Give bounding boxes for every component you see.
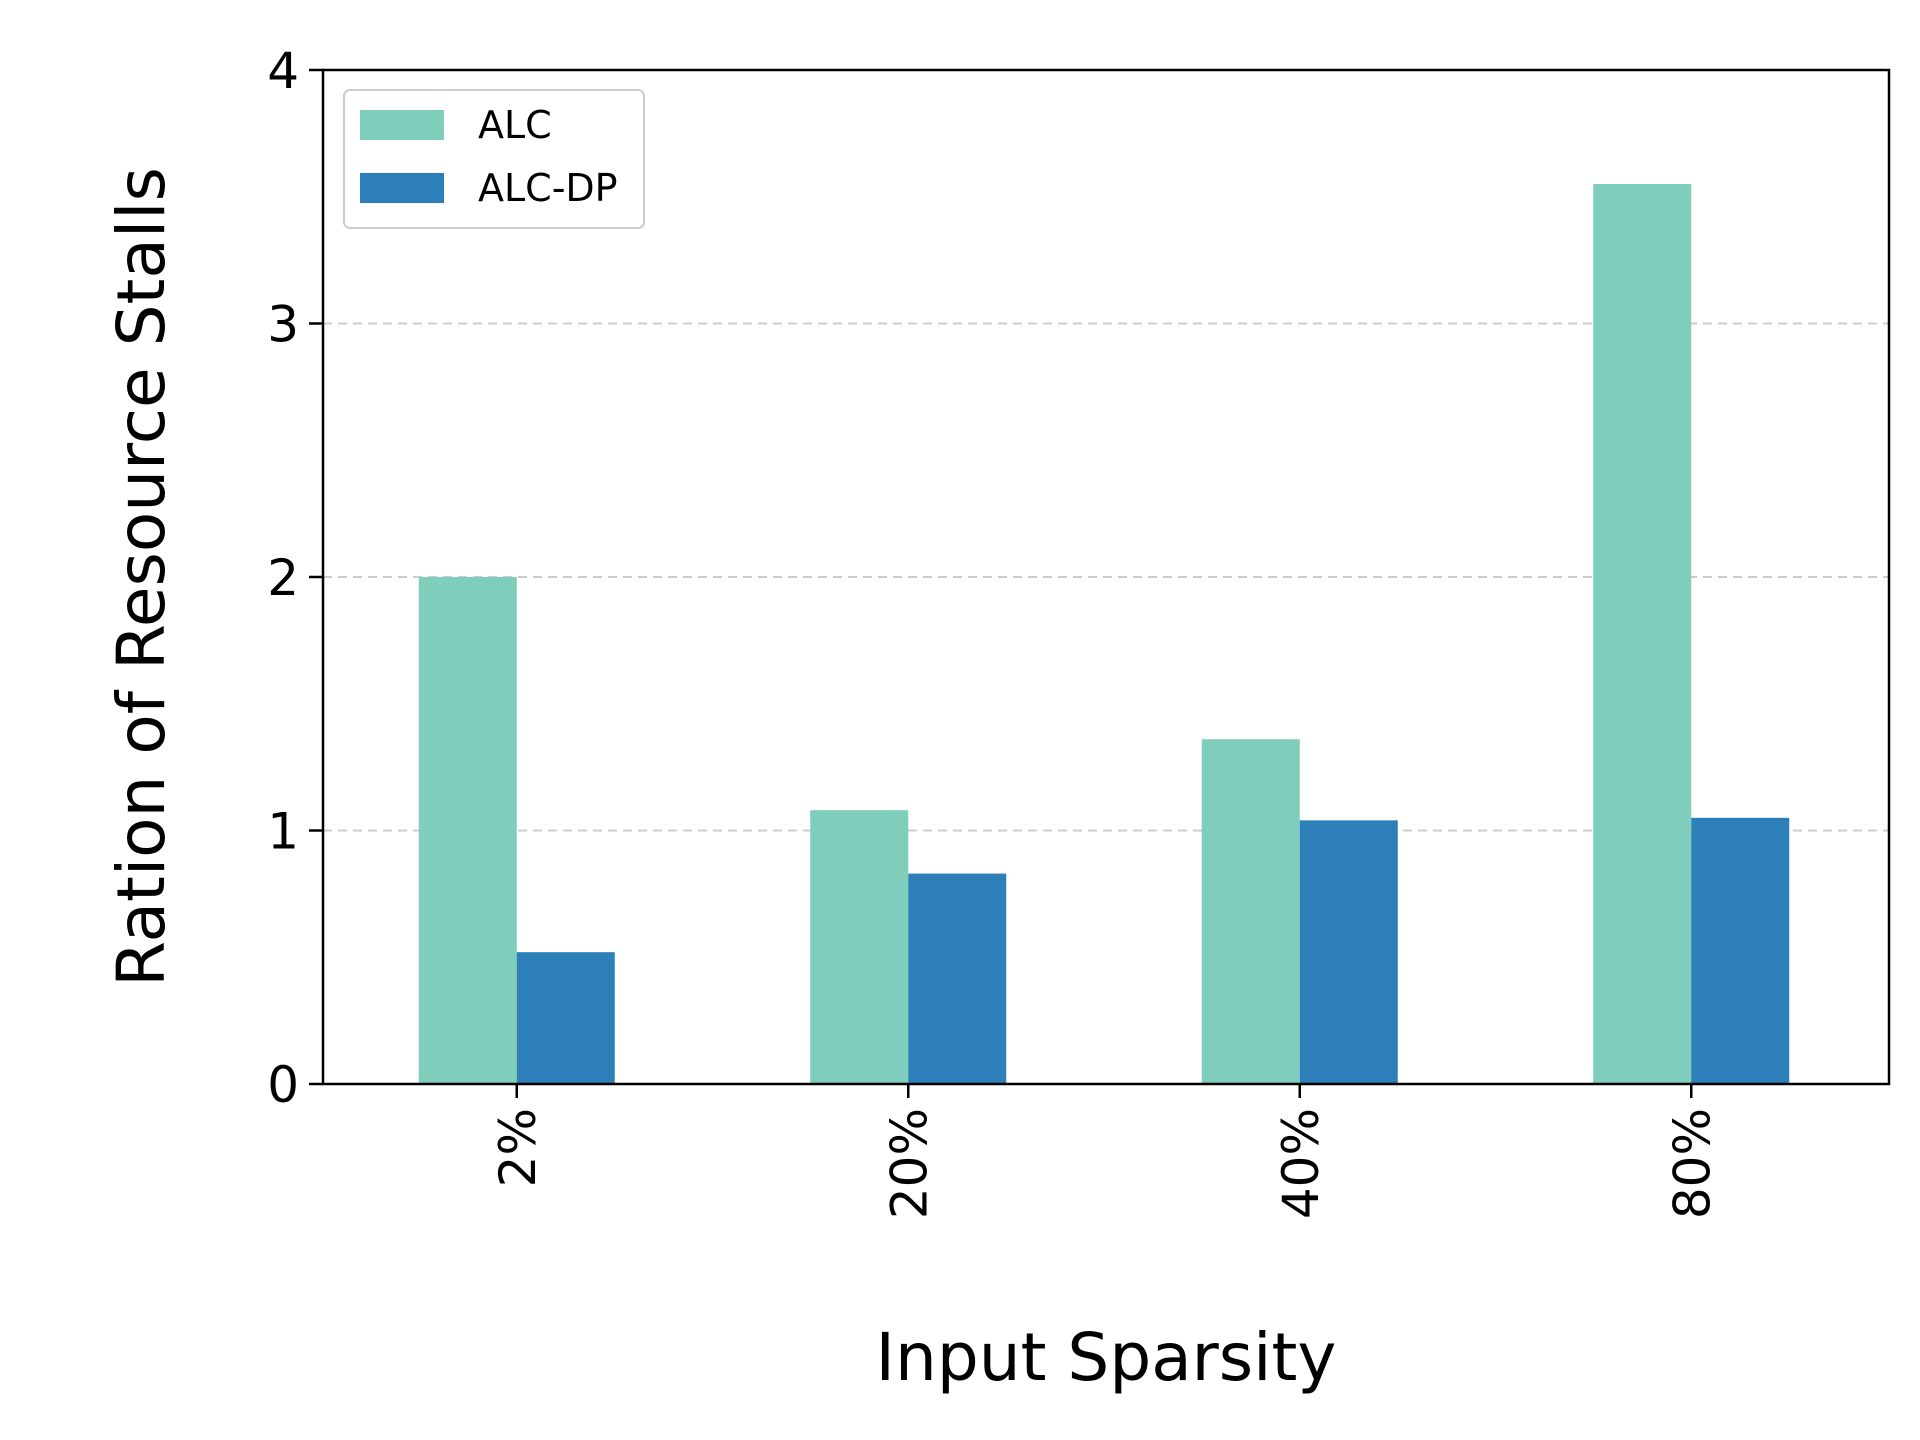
bar-alc-dp-1	[516, 952, 615, 1084]
bar-alc-4	[1593, 184, 1692, 1084]
x-tick-label: 2%	[489, 1108, 547, 1187]
x-tick-label: 40%	[1272, 1108, 1330, 1219]
legend-swatch-alc	[360, 110, 444, 140]
x-tick-label: 20%	[880, 1108, 938, 1219]
y-tick-label: 2	[267, 549, 299, 607]
bar-alc-2	[810, 810, 909, 1084]
x-axis: 2% 20% 40% 80%	[489, 1084, 1721, 1219]
x-axis-title: Input Sparsity	[876, 1319, 1337, 1396]
bar-alc-dp-3	[1299, 820, 1398, 1084]
bar-alc-3	[1201, 739, 1300, 1084]
bar-alc-1	[418, 577, 517, 1084]
bar-alc-dp-2	[908, 873, 1007, 1084]
y-axis: 0 1 2 3 4	[267, 42, 323, 1114]
legend-label-alc: ALC	[478, 103, 552, 147]
y-tick-label: 0	[267, 1056, 299, 1114]
y-tick-label: 3	[267, 296, 299, 354]
y-axis-title: Ration of Resource Stalls	[103, 167, 180, 987]
legend-swatch-alc-dp	[360, 173, 444, 203]
y-tick-label: 4	[267, 42, 299, 100]
legend: ALC ALC-DP	[343, 89, 645, 229]
y-tick-label: 1	[267, 803, 299, 861]
x-tick-label: 80%	[1663, 1108, 1721, 1219]
legend-label-alc-dp: ALC-DP	[478, 166, 618, 210]
bar-alc-dp-4	[1691, 817, 1790, 1084]
bars	[418, 184, 1790, 1084]
